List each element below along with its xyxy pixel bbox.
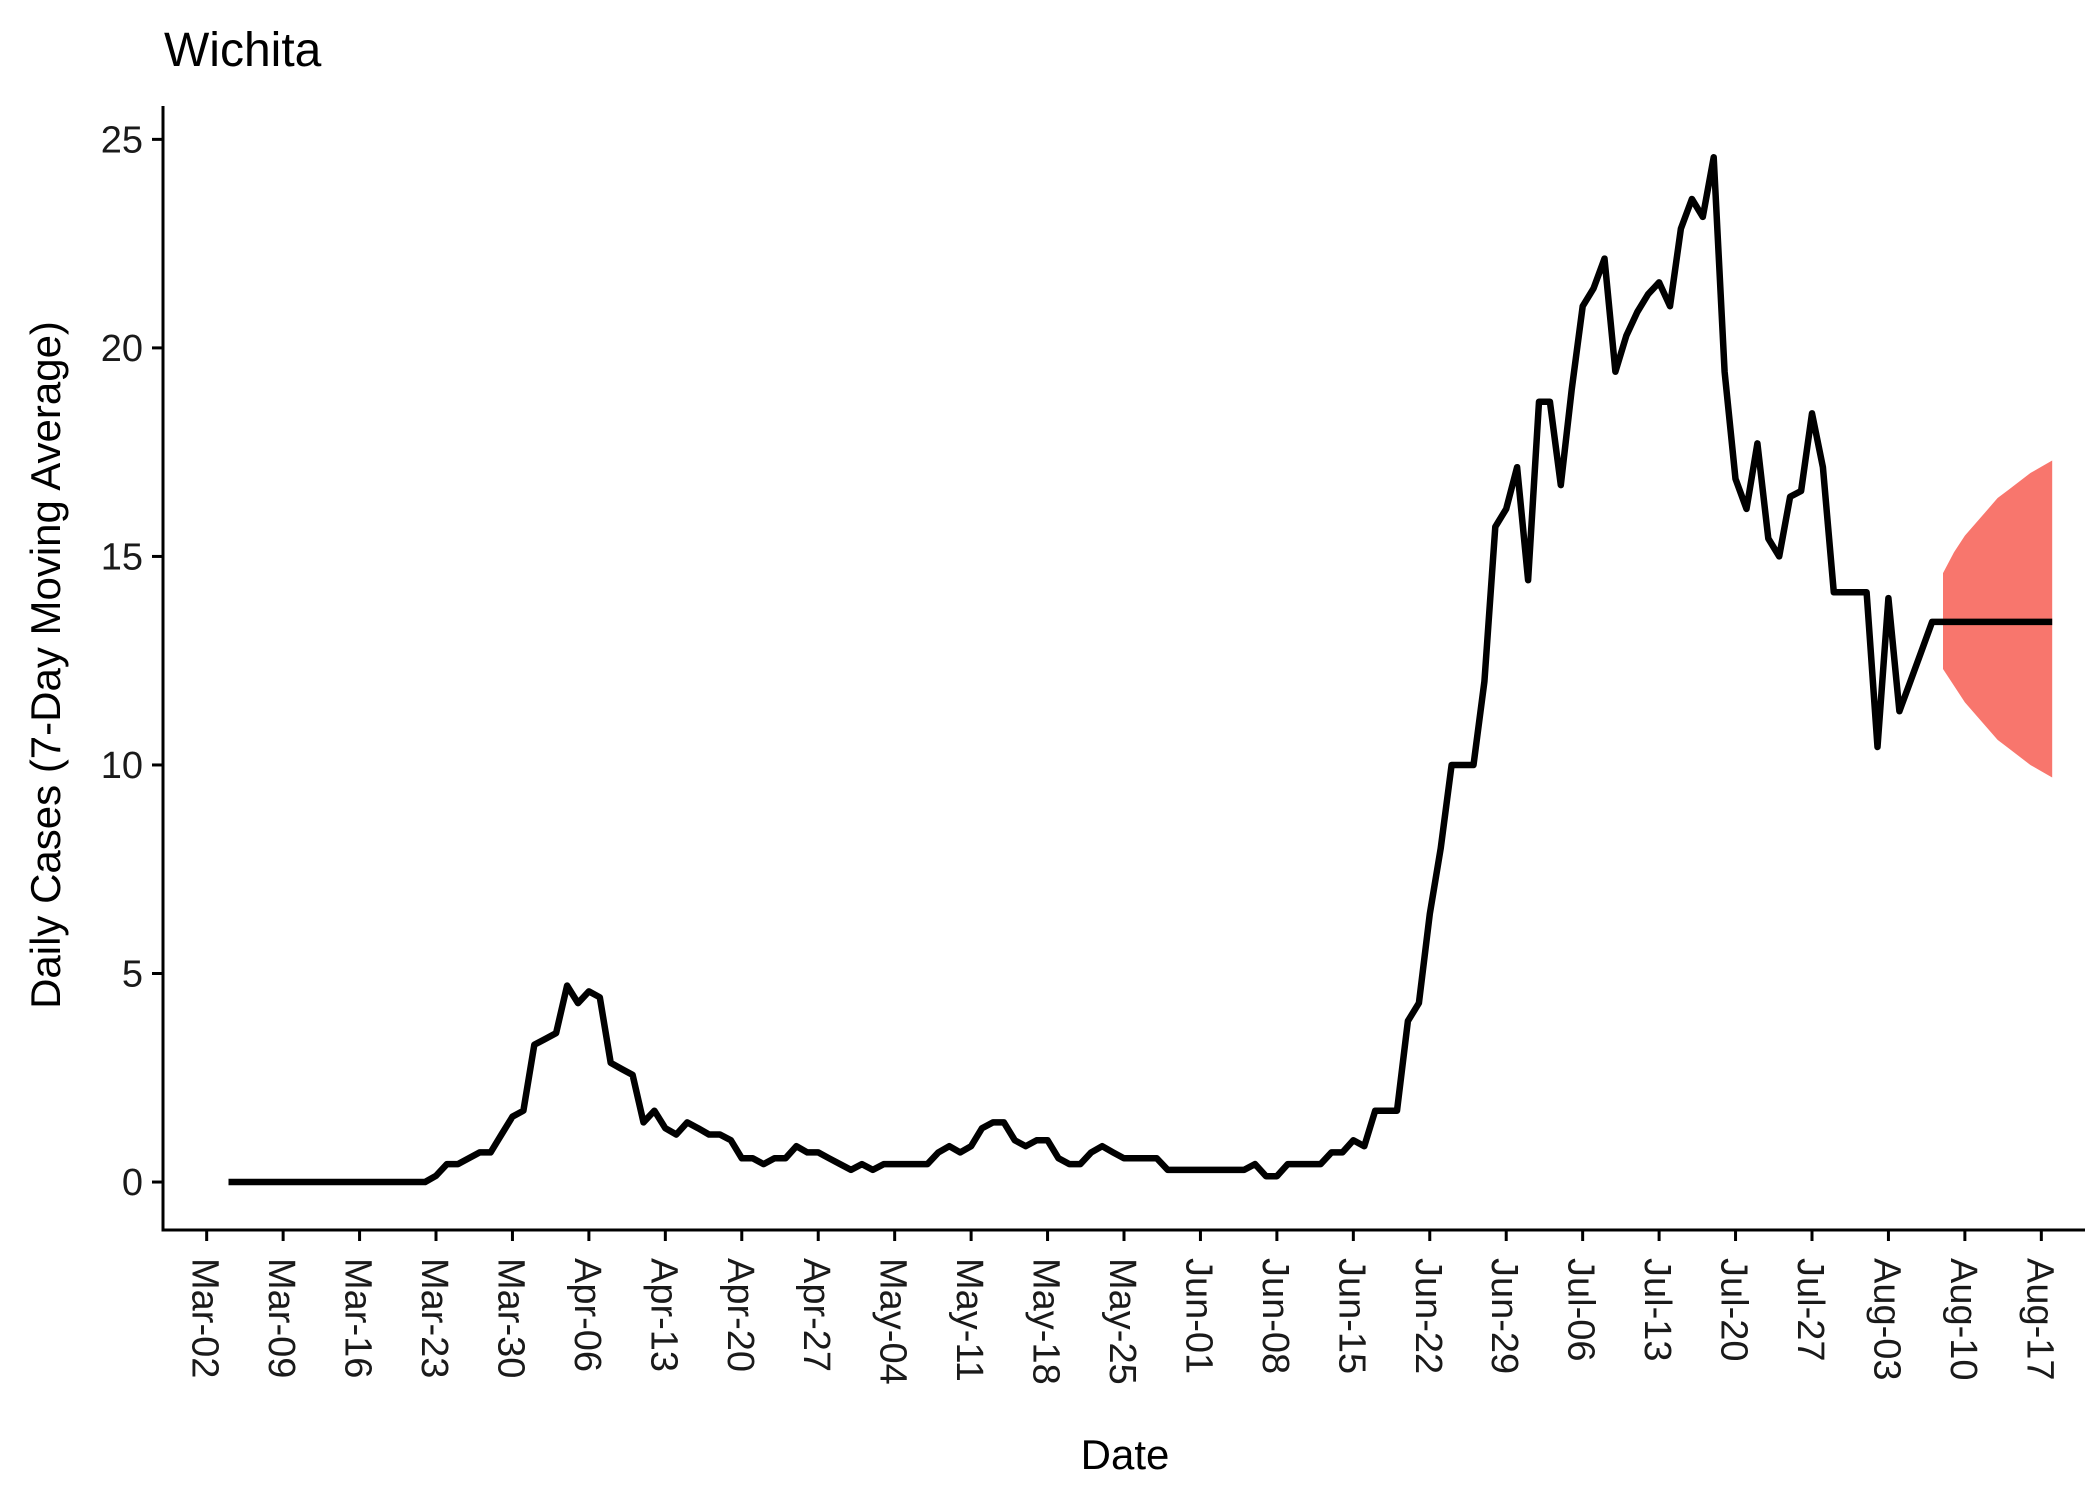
y-tick-label: 20: [101, 328, 143, 370]
x-tick-label: Aug-10: [1942, 1258, 1984, 1381]
x-tick-label: Aug-03: [1865, 1258, 1907, 1381]
x-tick-label: Apr-06: [566, 1258, 608, 1372]
series-line-1: [228, 154, 2053, 1186]
x-tick-label: May-25: [1101, 1258, 1143, 1385]
x-tick-label: Mar-02: [184, 1258, 226, 1378]
x-tick-label: Aug-17: [2018, 1258, 2060, 1381]
x-tick-label: May-04: [872, 1258, 914, 1385]
x-tick-label: Jun-29: [1483, 1258, 1525, 1374]
plot-area: [228, 154, 2053, 1186]
y-tick-label: 10: [101, 745, 143, 787]
x-axis-title: Date: [1081, 1431, 1170, 1478]
x-tick-label: Jul-06: [1560, 1258, 1602, 1362]
y-tick-label: 15: [101, 536, 143, 578]
series-layer: [228, 154, 2053, 1186]
x-tick-label: Jul-13: [1636, 1258, 1678, 1362]
y-axis-title: Daily Cases (7-Day Moving Average): [22, 321, 69, 1009]
x-tick-label: Apr-20: [719, 1258, 761, 1372]
x-tick-label: Apr-27: [795, 1258, 837, 1372]
y-axis-ticks: 0 5 10 15 20 25: [101, 119, 163, 1204]
x-tick-label: Jul-27: [1789, 1258, 1831, 1362]
x-tick-label: Mar-30: [490, 1258, 532, 1378]
x-tick-label: Jun-01: [1177, 1258, 1219, 1374]
y-tick-label: 25: [101, 119, 143, 161]
x-tick-label: May-11: [948, 1258, 990, 1382]
x-tick-label: Mar-16: [337, 1258, 379, 1378]
x-tick-label: Jun-22: [1407, 1258, 1449, 1374]
chart-title: Wichita: [164, 24, 322, 77]
y-tick-label: 0: [122, 1162, 143, 1204]
x-tick-label: Apr-13: [642, 1258, 684, 1372]
y-tick-label: 5: [122, 954, 143, 996]
x-axis-ticks: Mar-02 Mar-09 Mar-16 Mar-23 Mar-30 Apr-06 Apr-…: [184, 1230, 2060, 1385]
x-tick-label: Jun-08: [1254, 1258, 1296, 1374]
x-tick-label: May-18: [1025, 1258, 1067, 1385]
x-tick-label: Mar-09: [260, 1258, 302, 1378]
x-tick-label: Mar-23: [413, 1258, 455, 1378]
x-tick-label: Jul-20: [1713, 1258, 1755, 1362]
x-tick-label: Jun-15: [1330, 1258, 1372, 1374]
